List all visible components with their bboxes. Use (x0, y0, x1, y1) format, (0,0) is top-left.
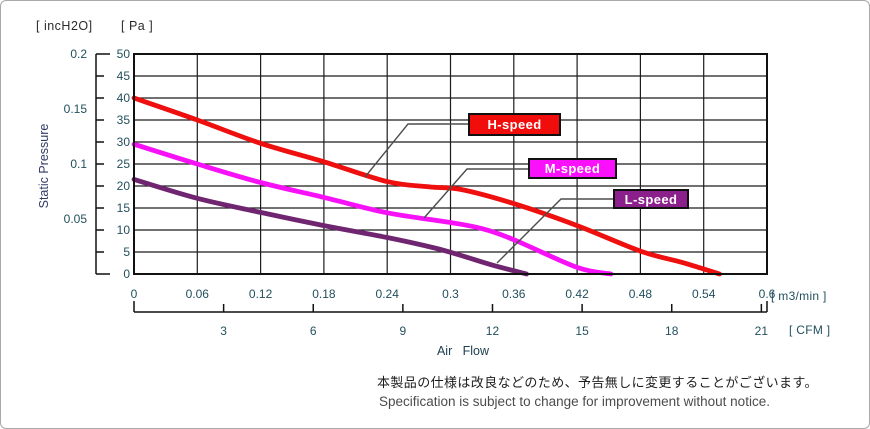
m3min-tick-label: 0.3 (442, 287, 459, 301)
leader-line-l-speed (496, 198, 613, 264)
inch2o-tick-label: 0.05 (64, 212, 88, 226)
m3min-tick-label: 0.42 (565, 287, 589, 301)
inch2o-tick-label: 0.15 (64, 102, 88, 116)
curve-m-speed (131, 141, 614, 277)
legend-h-speed-label: H-speed (487, 117, 542, 132)
m3min-tick-label: 0.24 (376, 287, 400, 301)
curve-h-speed (131, 95, 722, 277)
cfm-tick-label: 9 (400, 324, 407, 338)
pa-tick-label: 50 (117, 47, 131, 61)
cfm-tick-label: 18 (665, 324, 679, 338)
legend-h-speed: H-speed (468, 113, 561, 136)
inch2o-tick-label: 0.1 (70, 157, 87, 171)
m3min-tick-label: 0.18 (312, 287, 336, 301)
x-axis-title: Air Flow (436, 344, 490, 358)
disclaimer-japanese: 本製品の仕様は改良などのため、予告無しに変更することがございます。 (377, 375, 818, 390)
m3min-tick-label: 0.06 (186, 287, 210, 301)
inch2o-tick-label: 0.2 (70, 47, 87, 61)
pa-tick-label: 0 (123, 267, 130, 281)
pa-tick-label: 30 (117, 135, 131, 149)
pa-tick-label: 20 (117, 179, 131, 193)
m3min-tick-label: 0 (131, 287, 138, 301)
cfm-tick-label: 21 (755, 324, 769, 338)
m3min-tick-label: 0.12 (249, 287, 273, 301)
legend-m-speed: M-speed (528, 158, 617, 179)
x-unit-m3min-label: [ m3/min ] (771, 289, 827, 303)
m3min-tick-label: 0.36 (502, 287, 526, 301)
m3min-tick-label: 0.48 (629, 287, 653, 301)
cfm-tick-label: 3 (220, 324, 227, 338)
curve-l-speed (131, 177, 529, 277)
pa-tick-label: 35 (117, 113, 131, 127)
pa-tick-label: 15 (117, 201, 131, 215)
cfm-tick-label: 15 (575, 324, 589, 338)
y-unit-pa-label: [ Pa ] (121, 19, 154, 33)
plot-border (133, 53, 768, 275)
leader-line-h-speed (364, 123, 469, 178)
legend-l-speed: L-speed (613, 189, 689, 209)
pa-tick-label: 5 (123, 245, 130, 259)
x-unit-cfm-label: [ CFM ] (789, 323, 831, 337)
m3min-tick-label: 0.54 (692, 287, 716, 301)
leader-line-m-speed (423, 168, 528, 219)
pa-tick-label: 45 (117, 69, 131, 83)
pa-tick-label: 10 (117, 223, 131, 237)
disclaimer-english: Specification is subject to change for i… (379, 394, 770, 409)
cfm-tick-label: 6 (310, 324, 317, 338)
legend-l-speed-label: L-speed (624, 191, 678, 207)
legend-m-speed-label: M-speed (544, 161, 601, 176)
pa-tick-label: 40 (117, 91, 131, 105)
y-unit-inch2o-label: [ incH2O] (36, 19, 93, 33)
cfm-tick-label: 12 (486, 324, 500, 338)
pa-tick-label: 25 (117, 157, 131, 171)
m3min-tick-label: 0.6 (759, 287, 776, 301)
